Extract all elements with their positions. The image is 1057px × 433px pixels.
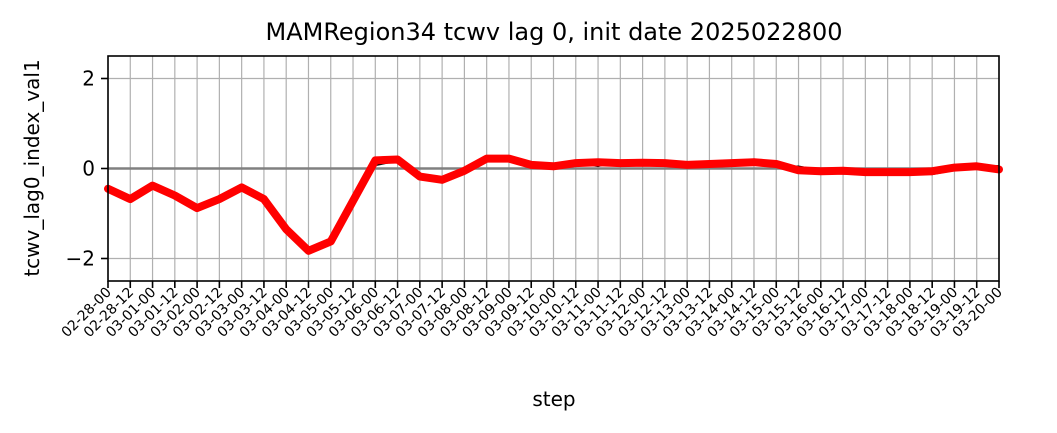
y-tick-label: 2	[82, 67, 95, 91]
y-tick-label: 0	[82, 157, 95, 181]
y-ticks: −2 0 2	[66, 67, 108, 271]
series-layer	[104, 154, 1003, 255]
y-tick-label: −2	[66, 247, 95, 271]
x-axis-label: step	[532, 387, 575, 411]
chart-title: MAMRegion34 tcwv lag 0, init date 202502…	[265, 18, 842, 46]
x-ticks: 02-28-0002-28-1203-01-0003-01-1203-02-00…	[59, 281, 1006, 341]
y-axis-label: tcwv_lag0_index_val1	[20, 59, 44, 276]
ensemble-mean-line	[104, 154, 1003, 255]
